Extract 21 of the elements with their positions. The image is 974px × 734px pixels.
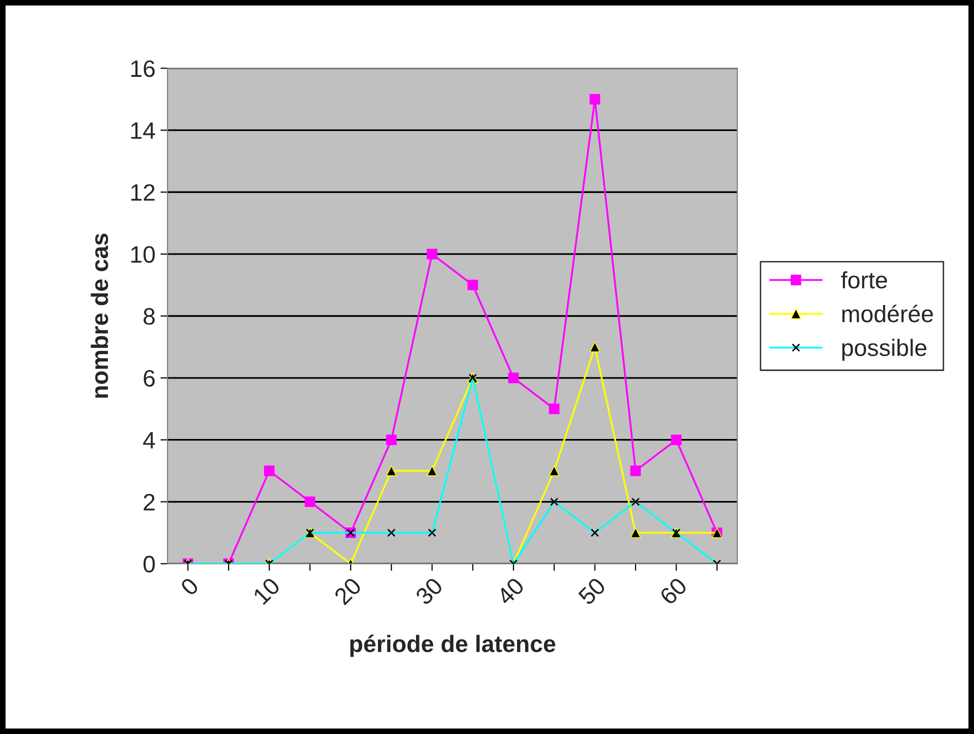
y-tick-label: 14: [131, 122, 156, 139]
y-tick-label: 6: [144, 370, 155, 387]
y-tick-label: 2: [144, 494, 155, 510]
x-tick-label: 40: [496, 576, 526, 606]
y-tick-label: 16: [131, 60, 155, 78]
legend-label: modérée: [842, 304, 933, 322]
legend-label: possible: [842, 338, 926, 361]
y-tick-label: 0: [144, 556, 155, 572]
x-tick-label: 10: [252, 576, 281, 606]
y-tick-label: 12: [131, 184, 155, 201]
x-tick-label: 20: [333, 576, 362, 606]
legend-label: forte: [841, 271, 887, 289]
y-tick-label: 8: [144, 308, 155, 325]
y-tick-label: 10: [131, 246, 155, 263]
x-tick-label: 60: [658, 576, 688, 606]
y-axis-title: nombre de cas: [90, 234, 108, 398]
x-tick-label: 50: [577, 576, 606, 606]
x-tick-label: 0: [180, 576, 200, 596]
y-tick-label: 4: [143, 432, 156, 448]
x-axis-title: période de latence: [350, 634, 556, 657]
x-tick-label: 30: [414, 576, 444, 606]
